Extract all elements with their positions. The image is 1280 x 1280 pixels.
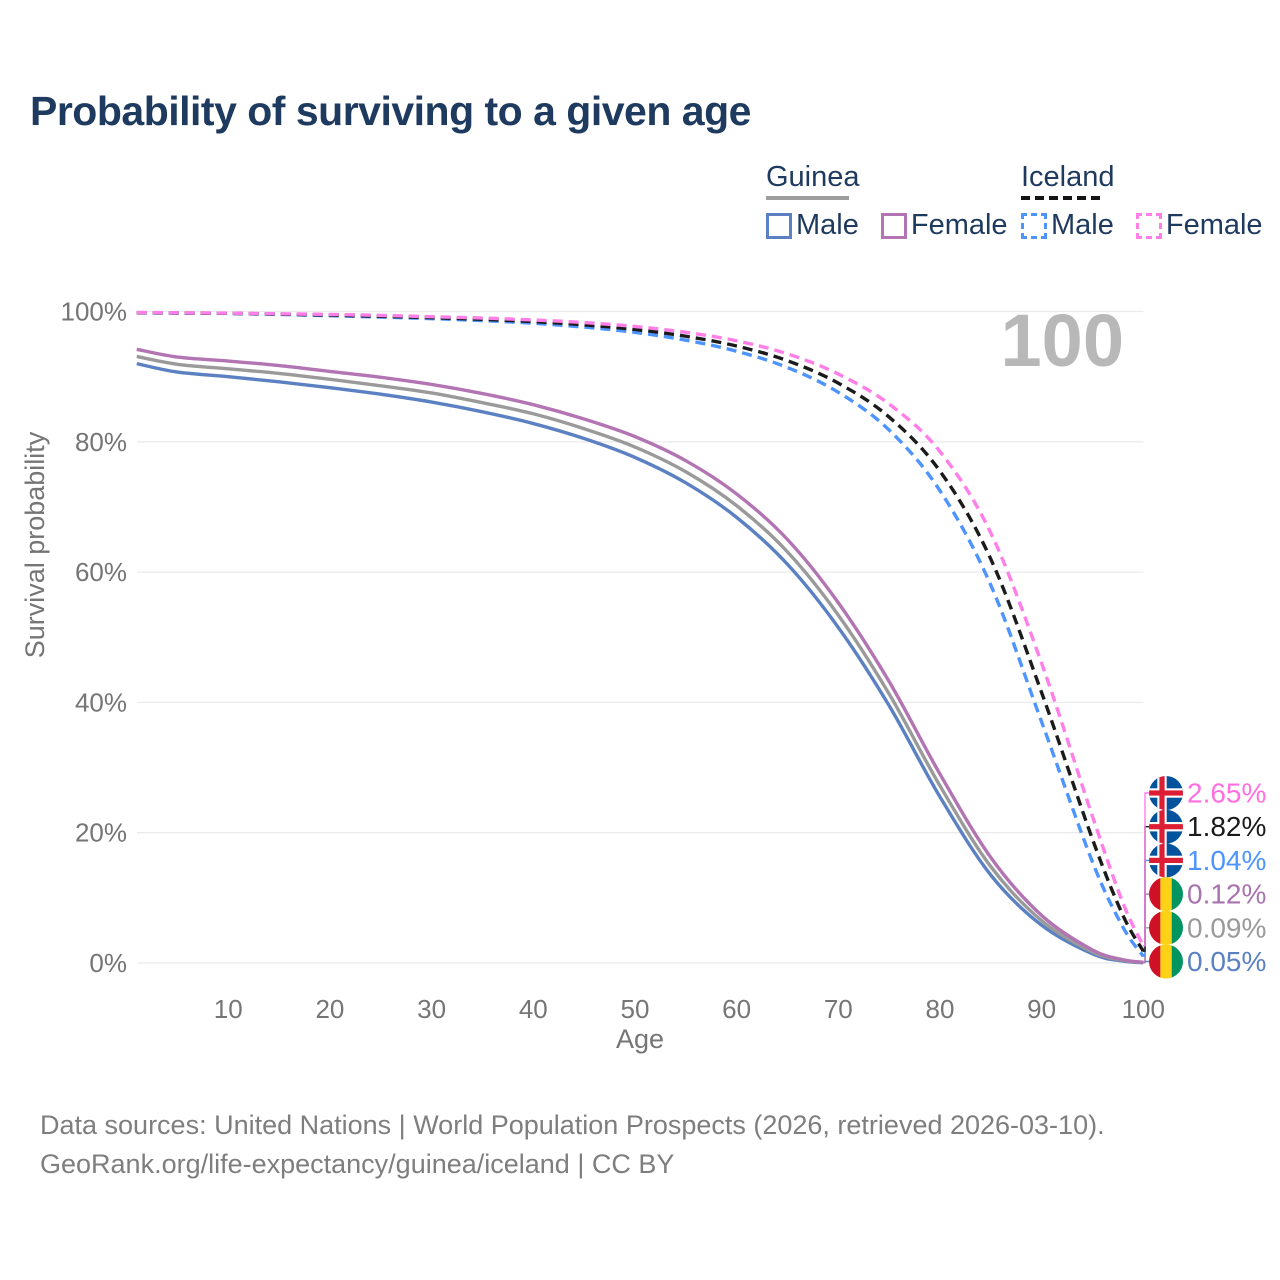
- legend-item-guinea-male[interactable]: Male: [766, 211, 859, 240]
- legend-label-guinea-male: Male: [796, 209, 859, 241]
- x-tick-label: 60: [722, 994, 751, 1024]
- leader-line-iceland_male: [1143, 859, 1149, 957]
- y-tick-label: 60%: [75, 557, 127, 587]
- flag-icon-iceland: [1149, 843, 1183, 878]
- series-layer: [136, 310, 1145, 965]
- x-tick-label: 30: [417, 994, 446, 1024]
- legend-country-guinea: Guinea: [766, 161, 860, 193]
- footer-line-2: GeoRank.org/life-expectancy/guinea/icela…: [40, 1149, 675, 1180]
- legend-group-iceland: Iceland Male Female: [1021, 163, 1263, 240]
- end-label-layer: 0.05%0.09%0.12%1.04%1.82%2.65%: [1143, 776, 1266, 979]
- iceland-dashed-line-swatch: [1021, 196, 1103, 200]
- leader-line-iceland_all: [1143, 826, 1149, 952]
- y-tick-label: 80%: [75, 427, 127, 457]
- x-tick-label: 50: [620, 994, 649, 1024]
- legend-item-iceland-male[interactable]: Male: [1021, 211, 1114, 240]
- legend-label-iceland-male: Male: [1051, 209, 1114, 241]
- legend-items-guinea: Male Female: [766, 211, 1008, 240]
- y-tick-label: 0%: [89, 948, 127, 978]
- checkbox-iceland-female[interactable]: [1135, 212, 1162, 239]
- legend-item-iceland-female[interactable]: Female: [1135, 209, 1263, 241]
- legend-items-iceland: Male Female: [1021, 211, 1263, 240]
- y-tick-label: 100%: [61, 297, 128, 327]
- end-value-label-iceland_female: 2.65%: [1187, 778, 1266, 809]
- legend-group-guinea: Guinea Male Female: [766, 163, 1008, 240]
- flag-icon-iceland: [1149, 776, 1183, 810]
- x-axis-title: Age: [616, 1024, 664, 1054]
- end-value-label-iceland_all: 1.82%: [1187, 811, 1266, 842]
- grid-layer: 0% 20% 40% 60% 80% 100% 10 20 30 40 50 60 70 80 90 100: [61, 297, 1165, 1025]
- checkbox-iceland-male[interactable]: [1021, 212, 1047, 239]
- series-line-iceland_female[interactable]: [136, 310, 1145, 947]
- series-line-iceland_all[interactable]: [136, 310, 1145, 953]
- flag-icon-guinea: [1149, 944, 1183, 979]
- flag-icon-iceland: [1149, 809, 1183, 844]
- y-tick-label: 40%: [75, 687, 127, 717]
- series-line-guinea_male[interactable]: [136, 361, 1144, 965]
- x-tick-label: 90: [1027, 994, 1056, 1024]
- x-tick-label: 100: [1122, 994, 1165, 1024]
- footer-line-1: Data sources: United Nations | World Pop…: [40, 1110, 1105, 1140]
- series-line-guinea_all[interactable]: [136, 354, 1144, 965]
- end-value-label-guinea_all: 0.09%: [1187, 912, 1266, 943]
- flag-icon-guinea: [1149, 877, 1183, 912]
- data-source-footer: Data sources: United Nations | World Pop…: [40, 1106, 1105, 1185]
- x-tick-label: 70: [824, 994, 853, 1024]
- leader-line-iceland_female: [1143, 792, 1149, 947]
- legend-label-guinea-female: Female: [910, 209, 1008, 241]
- age-watermark: 100: [1001, 299, 1124, 382]
- x-tick-label: 20: [315, 994, 344, 1024]
- y-tick-label: 20%: [75, 818, 127, 848]
- legend-item-guinea-female[interactable]: Female: [880, 209, 1008, 241]
- page-title: Probability of surviving to a given age: [30, 88, 751, 134]
- end-value-label-iceland_male: 1.04%: [1187, 845, 1266, 876]
- legend-country-iceland: Iceland: [1021, 161, 1115, 193]
- y-axis-title: Survival probability: [20, 431, 50, 658]
- x-tick-label: 80: [925, 994, 954, 1024]
- end-value-label-guinea_female: 0.12%: [1187, 879, 1266, 910]
- series-line-guinea_female[interactable]: [136, 347, 1144, 964]
- legend-label-iceland-female: Female: [1165, 209, 1263, 241]
- flag-icon-guinea: [1149, 910, 1183, 945]
- x-tick-label: 40: [519, 994, 548, 1024]
- checkbox-guinea-male[interactable]: [766, 212, 792, 239]
- end-value-label-guinea_male: 0.05%: [1187, 946, 1266, 977]
- checkbox-guinea-female[interactable]: [880, 212, 907, 239]
- guinea-solid-line-swatch: [766, 196, 849, 200]
- x-tick-label: 10: [214, 994, 243, 1024]
